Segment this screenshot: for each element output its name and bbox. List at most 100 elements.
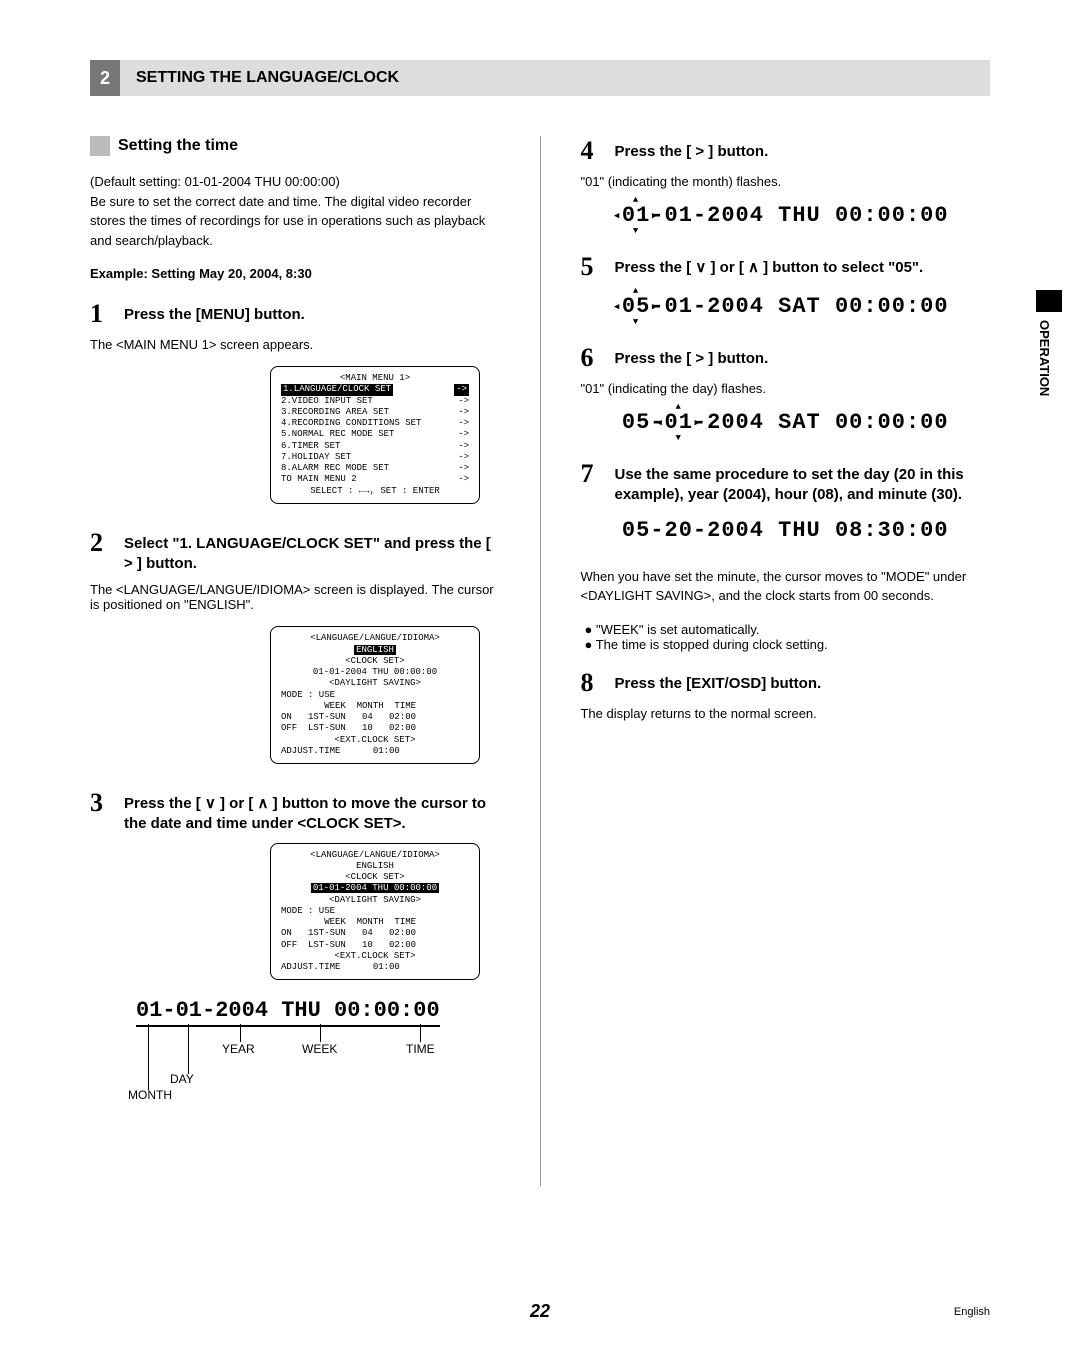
up-arrow-icon: ▲: [633, 195, 639, 205]
step-number: 7: [580, 459, 614, 506]
menu-item: 8.ALARM REC MODE SET: [281, 463, 389, 474]
adjust-line: ADJUST.TIME 01:00: [281, 962, 469, 973]
off-line: OFF LST-SUN 10 02:00: [281, 940, 469, 951]
arrow-icon: ->: [458, 396, 469, 407]
flash-value: 05: [622, 294, 650, 319]
clock-set-label: <CLOCK SET>: [281, 872, 469, 883]
mode-line: MODE : USE: [281, 690, 469, 701]
step-1: 1 Press the [MENU] button.: [90, 299, 500, 329]
down-arrow-icon: ▼: [633, 226, 639, 236]
section-number: 2: [90, 60, 120, 96]
on-line: ON 1ST-SUN 04 02:00: [281, 928, 469, 939]
tick-line: [148, 1024, 149, 1090]
osd-annotated: 01-01-2004 THU 00:00:00: [136, 998, 440, 1027]
step-6: 6 Press the [ > ] button.: [580, 343, 990, 373]
step-text: Select "1. LANGUAGE/CLOCK SET" and press…: [124, 528, 500, 575]
side-tab-label: OPERATION: [1037, 320, 1052, 396]
page-language: English: [954, 1306, 990, 1318]
intro-text: (Default setting: 01-01-2004 THU 00:00:0…: [90, 172, 500, 250]
menu-item-highlighted: 1.LANGUAGE/CLOCK SET: [281, 384, 393, 395]
side-tab-marker: [1036, 290, 1062, 312]
step-3: 3 Press the [ ∨ ] or [ ∧ ] button to mov…: [90, 788, 500, 835]
arrow-icon: ->: [454, 384, 469, 395]
osd-annotation: 01-01-2004 THU 00:00:00 YEAR WEEK TIME D…: [90, 998, 500, 1118]
menu-item: 4.RECORDING CONDITIONS SET: [281, 418, 421, 429]
arrow-icon: ->: [458, 441, 469, 452]
osd-rest: -01-2004 SAT 00:00:00: [650, 294, 948, 319]
post-step7-text: When you have set the minute, the cursor…: [580, 567, 990, 606]
main-menu-1-screen: <MAIN MENU 1> 1.LANGUAGE/CLOCK SET -> 2.V…: [270, 366, 480, 504]
anno-year: YEAR: [222, 1042, 255, 1056]
step-text: Press the [ ∨ ] or [ ∧ ] button to selec…: [614, 252, 923, 282]
anno-time: TIME: [406, 1042, 435, 1056]
osd-rest: -2004 SAT 00:00:00: [693, 410, 949, 435]
bullet-item: "WEEK" is set automatically.: [584, 622, 990, 637]
subsection-title: Setting the time: [118, 137, 238, 155]
daylight-label: <DAYLIGHT SAVING>: [281, 895, 469, 906]
menu-item: 5.NORMAL REC MODE SET: [281, 429, 394, 440]
up-arrow-icon: ▲: [676, 402, 682, 412]
down-arrow-icon: ▼: [633, 317, 639, 327]
menu-item: 2.VIDEO INPUT SET: [281, 396, 373, 407]
clock-line: 01-01-2004 THU 00:00:00: [281, 667, 469, 678]
right-arrow-icon: ▶: [652, 302, 658, 312]
menu-footer: SELECT : ←→, SET : ENTER: [281, 486, 469, 497]
off-line: OFF LST-SUN 10 02:00: [281, 723, 469, 734]
example-label: Example: Setting May 20, 2004, 8:30: [90, 266, 500, 281]
page-number: 22: [0, 1301, 1080, 1322]
flash-digits: ▲ ◀ 01 ▶ ▼: [665, 410, 693, 435]
step-number: 2: [90, 528, 124, 575]
subsection-head: Setting the time: [90, 136, 500, 156]
step-number: 8: [580, 668, 614, 698]
step-text: Use the same procedure to set the day (2…: [614, 459, 990, 506]
tick-line: [188, 1024, 189, 1074]
step-number: 6: [580, 343, 614, 373]
osd-step5: ▲ ◀ 05 ▶ ▼ -01-2004 SAT 00:00:00: [580, 294, 990, 319]
lang-line: ENGLISH: [281, 861, 469, 872]
step-number: 5: [580, 252, 614, 282]
bullet-list: "WEEK" is set automatically. The time is…: [584, 622, 990, 652]
arrow-icon: ->: [458, 429, 469, 440]
section-header: 2 SETTING THE LANGUAGE/CLOCK: [90, 60, 990, 96]
anno-month: MONTH: [128, 1088, 172, 1102]
arrow-icon: ->: [458, 463, 469, 474]
tick-line: [240, 1024, 241, 1042]
up-arrow-icon: ▲: [633, 286, 639, 296]
ext-clock-label: <EXT.CLOCK SET>: [281, 951, 469, 962]
cols-line: WEEK MONTH TIME: [281, 917, 469, 928]
flash-digits: ▲ ◀ 05 ▶ ▼: [622, 294, 650, 319]
step-7: 7 Use the same procedure to set the day …: [580, 459, 990, 506]
menu-item: 6.TIMER SET: [281, 441, 340, 452]
arrow-icon: ->: [458, 407, 469, 418]
step-8: 8 Press the [EXIT/OSD] button.: [580, 668, 990, 698]
ext-clock-label: <EXT.CLOCK SET>: [281, 735, 469, 746]
clock-line-highlight: 01-01-2004 THU 00:00:00: [311, 883, 439, 893]
menu-item: 7.HOLIDAY SET: [281, 452, 351, 463]
step-number: 1: [90, 299, 124, 329]
step-2-caption: The <LANGUAGE/LANGUE/IDIOMA> screen is d…: [90, 582, 500, 612]
column-divider: [540, 136, 541, 1186]
step-text: Press the [ > ] button.: [614, 136, 768, 166]
step-number: 4: [580, 136, 614, 166]
step-text: Press the [MENU] button.: [124, 299, 305, 329]
flash-digits: ▲ ◀ 01 ▶ ▼: [622, 203, 650, 228]
adjust-line: ADJUST.TIME 01:00: [281, 746, 469, 757]
section-title: SETTING THE LANGUAGE/CLOCK: [120, 60, 990, 96]
menu-title: <MAIN MENU 1>: [281, 373, 469, 384]
step-2: 2 Select "1. LANGUAGE/CLOCK SET" and pre…: [90, 528, 500, 575]
step-1-caption: The <MAIN MENU 1> screen appears.: [90, 337, 500, 352]
language-clock-screen-2: <LANGUAGE/LANGUE/IDIOMA> ENGLISH <CLOCK …: [270, 843, 480, 981]
menu-title: <LANGUAGE/LANGUE/IDIOMA>: [281, 633, 469, 644]
left-column: Setting the time (Default setting: 01-01…: [90, 136, 500, 1186]
menu-item: TO MAIN MENU 2: [281, 474, 357, 485]
flash-value: 01: [665, 410, 693, 435]
tick-line: [420, 1024, 421, 1042]
left-arrow-icon: ◀: [657, 418, 663, 428]
left-arrow-icon: ◀: [614, 302, 620, 312]
step-6-caption: "01" (indicating the day) flashes.: [580, 381, 990, 396]
step-4-caption: "01" (indicating the month) flashes.: [580, 174, 990, 189]
down-arrow-icon: ▼: [676, 433, 682, 443]
clock-set-label: <CLOCK SET>: [281, 656, 469, 667]
right-arrow-icon: ▶: [695, 418, 701, 428]
arrow-icon: ->: [458, 418, 469, 429]
